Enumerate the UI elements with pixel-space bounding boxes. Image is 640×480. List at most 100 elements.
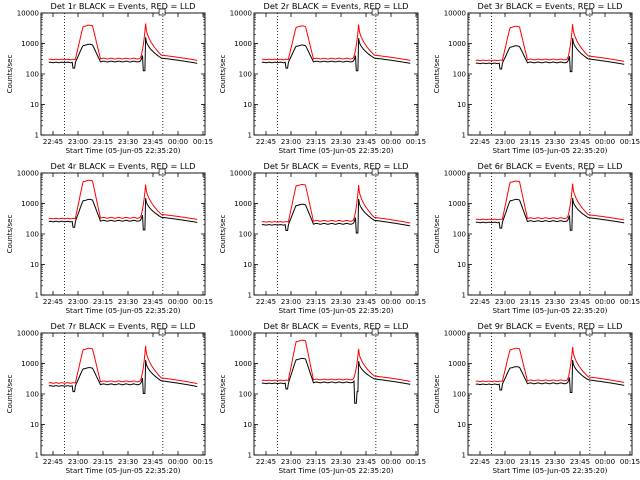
x-tick-label: 22:45 [470, 138, 490, 146]
legend-marker-box [372, 168, 379, 176]
y-tick-label: 10000 [17, 170, 39, 178]
chart-panel-9: Det 9r BLACK = Events, RED = LLD 1 10 100 10… [427, 320, 640, 480]
y-tick-label: 1 [248, 452, 252, 460]
y-tick-label: 1000 [21, 360, 39, 368]
chart-title: Det 3r BLACK = Events, RED = LLD [477, 1, 622, 11]
x-tick-label: 00:15 [193, 298, 213, 306]
x-tick-label: 00:15 [406, 458, 426, 466]
x-tick-label: 00:00 [168, 458, 188, 466]
y-tick-label: 1 [35, 132, 39, 140]
x-tick-label: 00:15 [620, 458, 640, 466]
plot-frame [467, 172, 633, 296]
legend-marker-box [585, 328, 593, 336]
x-tick-label: 22:45 [256, 458, 276, 466]
y-tick-label: 1000 [234, 40, 252, 48]
chart-svg: Det 6r BLACK = Events, RED = LLD 1 10 100 10… [433, 161, 640, 315]
x-tick-label: 00:15 [406, 298, 426, 306]
x-tick-label: 00:15 [620, 298, 640, 306]
x-tick-label: 00:00 [381, 298, 401, 306]
x-tick-label: 23:30 [545, 138, 565, 146]
events-series-line [48, 198, 198, 231]
x-tick-label: 23:00 [495, 298, 515, 306]
x-tick-label: 22:45 [256, 138, 276, 146]
y-tick-label: 1 [35, 292, 39, 300]
plot-frame [40, 12, 206, 136]
y-tick-label: 100 [26, 391, 39, 399]
plot-frame [253, 12, 419, 136]
y-tick-label: 10000 [443, 10, 465, 18]
plot-frame [40, 172, 206, 296]
y-tick-label: 10 [243, 101, 252, 109]
x-tick-label: 23:00 [495, 458, 515, 466]
chart-svg: Det 4r BLACK = Events, RED = LLD 1 10 100 10… [6, 161, 213, 315]
x-tick-label: 23:00 [495, 138, 515, 146]
x-tick-label: 23:30 [331, 138, 351, 146]
y-tick-label: 1000 [448, 40, 466, 48]
y-tick-label: 10 [457, 261, 466, 269]
x-axis-label: Start Time (05-Jun-05 22:35:20) [65, 466, 180, 475]
plot-frame [253, 332, 419, 456]
y-tick-label: 1000 [234, 200, 252, 208]
y-tick-label: 10 [30, 261, 39, 269]
y-axis-label: Counts/sec [6, 375, 14, 414]
y-tick-label: 10 [243, 261, 252, 269]
legend-marker-box [585, 8, 593, 16]
y-tick-label: 100 [239, 391, 252, 399]
y-tick-label: 10000 [230, 170, 252, 178]
chart-panel-1: Det 1r BLACK = Events, RED = LLD 1 10 100 10… [0, 0, 213, 160]
x-tick-label: 23:00 [281, 458, 301, 466]
chart-title: Det 4r BLACK = Events, RED = LLD [51, 161, 196, 171]
x-tick-label: 23:45 [570, 138, 590, 146]
y-tick-label: 100 [239, 71, 252, 79]
lld-series-line [48, 179, 198, 220]
y-tick-label: 1 [35, 452, 39, 460]
events-series-line [475, 198, 624, 231]
y-axis-label: Counts/sec [6, 215, 14, 254]
y-tick-label: 10000 [443, 330, 465, 338]
legend-marker-box [372, 328, 379, 336]
x-tick-label: 23:15 [93, 138, 113, 146]
events-series-line [48, 37, 198, 72]
x-tick-label: 22:45 [256, 298, 276, 306]
y-tick-label: 100 [452, 71, 465, 79]
y-tick-label: 100 [239, 231, 252, 239]
chart-panel-8: Det 8r BLACK = Events, RED = LLD 1 10 100 10… [213, 320, 426, 480]
chart-panel-6: Det 6r BLACK = Events, RED = LLD 1 10 100 10… [427, 160, 640, 320]
x-axis-label: Start Time (05-Jun-05 22:35:20) [279, 306, 394, 315]
events-series-line [261, 38, 411, 72]
y-tick-label: 1000 [448, 200, 466, 208]
x-tick-label: 23:45 [356, 458, 376, 466]
y-tick-label: 10 [457, 421, 466, 429]
x-tick-label: 23:30 [118, 298, 138, 306]
legend-marker-box [158, 168, 166, 176]
lld-series-line [475, 180, 624, 221]
x-tick-label: 23:15 [93, 298, 113, 306]
x-tick-label: 23:30 [545, 298, 565, 306]
lld-series-line [261, 184, 411, 224]
plot-frame [467, 12, 633, 136]
legend-marker-box [372, 8, 379, 16]
x-tick-label: 23:15 [520, 298, 540, 306]
x-tick-label: 23:00 [68, 298, 88, 306]
plot-frame [467, 332, 633, 456]
chart-title: Det 5r BLACK = Events, RED = LLD [264, 161, 409, 171]
chart-svg: Det 7r BLACK = Events, RED = LLD 1 10 100 10… [6, 321, 213, 475]
x-tick-label: 00:15 [620, 138, 640, 146]
y-tick-label: 10000 [230, 330, 252, 338]
y-tick-label: 1000 [21, 200, 39, 208]
y-tick-label: 1000 [448, 360, 466, 368]
legend-marker-box [585, 168, 593, 176]
x-tick-label: 23:30 [331, 458, 351, 466]
x-tick-label: 00:15 [193, 458, 213, 466]
x-axis-label: Start Time (05-Jun-05 22:35:20) [279, 146, 394, 155]
x-tick-label: 00:00 [168, 298, 188, 306]
chart-panel-2: Det 2r BLACK = Events, RED = LLD 1 10 100 10… [213, 0, 426, 160]
y-tick-label: 1 [248, 132, 252, 140]
x-tick-label: 23:00 [281, 138, 301, 146]
x-tick-label: 23:45 [143, 458, 163, 466]
chart-title: Det 6r BLACK = Events, RED = LLD [477, 161, 622, 171]
x-tick-label: 23:45 [356, 138, 376, 146]
x-tick-label: 23:45 [143, 298, 163, 306]
x-tick-label: 22:45 [43, 138, 63, 146]
y-axis-label: Counts/sec [6, 55, 14, 94]
